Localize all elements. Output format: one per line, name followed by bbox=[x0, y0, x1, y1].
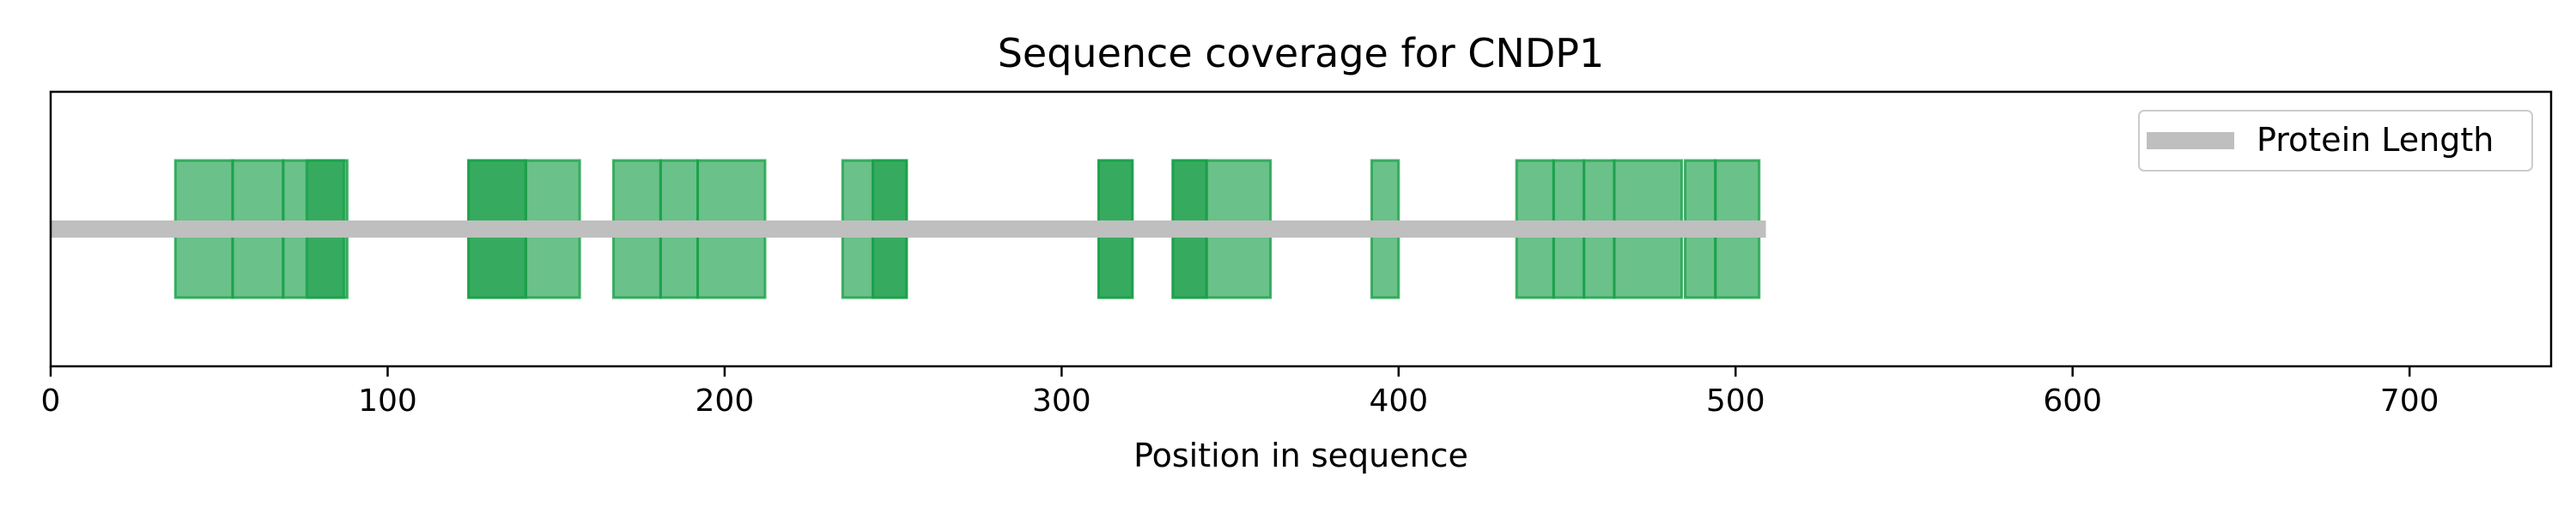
x-tick-label-100: 100 bbox=[358, 383, 417, 419]
plot-frame bbox=[49, 90, 2553, 368]
x-axis-ticks: 0 100 200 300 400 500 600 700 bbox=[41, 366, 2439, 419]
x-axis-label: Position in sequence bbox=[1133, 437, 1468, 474]
legend-box bbox=[2138, 110, 2533, 172]
x-tick-label-0: 0 bbox=[41, 383, 61, 419]
x-tick-label-500: 500 bbox=[1706, 383, 1765, 419]
chart-title: Sequence coverage for CNDP1 bbox=[998, 30, 1605, 76]
x-tick-label-600: 600 bbox=[2043, 383, 2102, 419]
x-tick-label-400: 400 bbox=[1369, 383, 1428, 419]
x-tick-label-200: 200 bbox=[696, 383, 755, 419]
x-tick-label-700: 700 bbox=[2380, 383, 2439, 419]
legend: Protein Length bbox=[2138, 110, 2533, 172]
legend-label-protein-length: Protein Length bbox=[2257, 121, 2494, 159]
x-tick-label-300: 300 bbox=[1032, 383, 1091, 419]
